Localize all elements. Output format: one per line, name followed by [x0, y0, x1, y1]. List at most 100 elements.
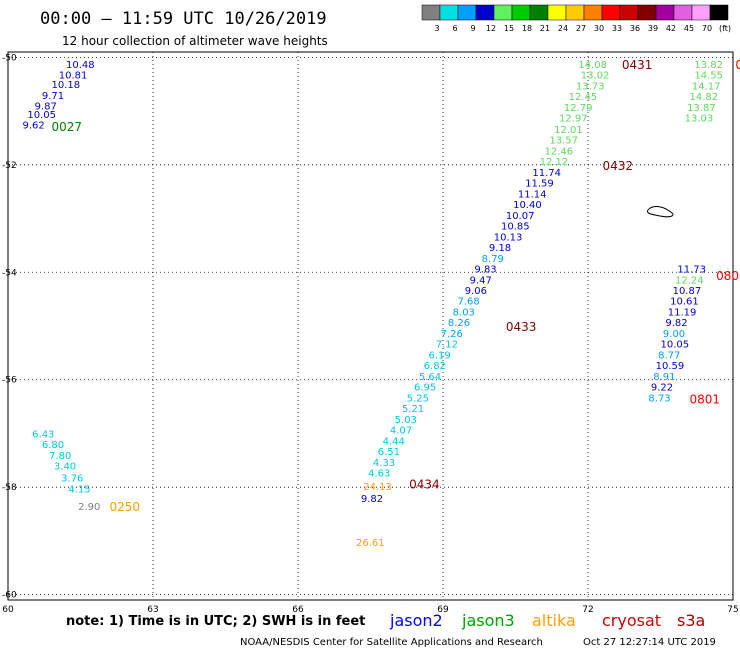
x-tick-label: 75 [727, 605, 738, 615]
x-tick-label: 60 [2, 605, 14, 615]
wave-height-label: 10.85 [501, 222, 530, 233]
satellite-legend-cryosat: cryosat [602, 611, 661, 630]
colorbar-label: 15 [504, 24, 514, 33]
colorbar-label: 6 [452, 24, 457, 33]
wave-height-label: 10.61 [670, 297, 699, 308]
wave-height-label: 9.87 [35, 102, 57, 113]
wave-height-label: 9.82 [361, 494, 383, 505]
wave-height-label: 8.77 [658, 350, 680, 361]
colorbar-label: 39 [648, 24, 658, 33]
island-outline [647, 206, 674, 218]
colorbar-swatch [709, 4, 729, 21]
wave-height-label: 12.46 [545, 146, 574, 157]
wave-height-label: 10.05 [27, 110, 56, 121]
footer-timestamp: Oct 27 12:27:14 UTC 2019 [583, 637, 716, 648]
wave-height-label: 9.71 [42, 91, 64, 102]
pass-time-label: 0027 [52, 120, 83, 134]
pass-time-label: 0432 [603, 159, 634, 173]
wave-height-label: 6.19 [429, 350, 451, 361]
wave-height-label: 14.55 [694, 71, 723, 82]
colorbar-swatch [637, 4, 657, 21]
wave-height-label: 10.81 [59, 71, 88, 82]
colorbar-label: 18 [522, 24, 532, 33]
wave-height-label: 11.74 [532, 168, 561, 179]
x-tick-label: 66 [292, 605, 304, 615]
colorbar-legend: 3 6 9 12 15 18 21 24 27 30 33 36 39 42 45 70 (ft) [421, 4, 731, 33]
y-tick-label: -54 [2, 268, 17, 278]
colorbar-swatch [619, 4, 639, 21]
footer-note: note: 1) Time is in UTC; 2) SWH is in fe… [66, 614, 365, 629]
wave-height-label: 10.13 [494, 232, 523, 243]
wave-height-label: 4.44 [383, 436, 405, 447]
colorbar-label: 36 [630, 24, 640, 33]
footer-credit: NOAA/NESDIS Center for Satellite Applica… [240, 637, 543, 648]
chart-title: 00:00 – 11:59 UTC 10/26/2019 [40, 9, 327, 29]
colorbar-label: 70 [702, 24, 712, 33]
wave-height-label: 10.07 [506, 211, 535, 222]
wave-height-label: 11.59 [525, 179, 554, 190]
wave-height-label: 11.19 [668, 307, 697, 318]
colorbar-swatch [529, 4, 549, 21]
wave-height-label: 12.12 [540, 157, 569, 168]
pass-time-label: 0250 [110, 500, 141, 514]
wave-height-label: 5.21 [402, 404, 424, 415]
axis-ticks: 60 63 66 69 72 75 -50 -52 -54 -56 -58 -60 [2, 53, 739, 615]
colorbar-swatch [565, 4, 585, 21]
wave-height-label: 5.64 [419, 372, 441, 383]
wave-height-label: 5.03 [395, 415, 417, 426]
wave-height-label: 9.00 [663, 329, 685, 340]
wave-height-label: 13.82 [694, 60, 723, 71]
y-tick-label: -50 [2, 53, 17, 63]
wave-height-label: 4.07 [390, 426, 412, 437]
wave-height-label: 8.03 [453, 307, 475, 318]
colorbar-swatch [439, 4, 459, 21]
wave-height-label: 4.33 [373, 458, 395, 469]
colorbar-label: 27 [576, 24, 586, 33]
x-tick-label: 72 [582, 605, 593, 615]
wave-height-label: 6.82 [424, 361, 446, 372]
wave-height-label: 9.62 [23, 121, 45, 132]
wave-height-label: 9.18 [489, 243, 511, 254]
wave-height-label: 10.18 [52, 80, 81, 91]
wave-height-label: 12.97 [559, 114, 588, 125]
wave-height-label: 14.82 [690, 92, 719, 103]
colorbar-label: (ft) [719, 24, 731, 33]
x-tick-label: 63 [147, 605, 158, 615]
wave-height-label: 9.83 [474, 265, 496, 276]
y-tick-label: -56 [2, 376, 17, 386]
wave-height-label: 13.87 [687, 103, 716, 114]
wave-height-label: 10.59 [656, 361, 685, 372]
y-tick-label: -52 [2, 161, 17, 171]
wave-height-label: 24.13 [363, 482, 392, 493]
wave-height-label: 7.26 [441, 329, 463, 340]
wave-height-label: 4.63 [368, 469, 390, 480]
colorbar-swatch [457, 4, 477, 21]
pass-time-label: 0 [735, 58, 740, 72]
wave-height-label: 5.25 [407, 393, 429, 404]
wave-height-label: 11.14 [518, 189, 547, 200]
plot-frame [7, 51, 734, 601]
colorbar-label: 12 [486, 24, 496, 33]
wave-height-label: 4.15 [68, 484, 90, 495]
colorbar-label: 21 [540, 24, 550, 33]
wave-height-label: 12.79 [564, 103, 593, 114]
wave-height-label: 9.22 [651, 383, 673, 394]
wave-height-label: 2.90 [78, 502, 100, 513]
wave-height-label: 10.40 [513, 200, 542, 211]
colorbar-swatch [583, 4, 603, 21]
pass-time-label: 0434 [409, 477, 440, 491]
wave-height-label: 6.80 [42, 440, 64, 451]
colorbar-label: 3 [434, 24, 439, 33]
colorbar-swatch [673, 4, 693, 21]
wave-height-label: 8.26 [448, 318, 470, 329]
wave-height-label: 10.48 [66, 60, 95, 71]
wave-height-label: 7.12 [436, 340, 458, 351]
wave-height-label: 7.68 [458, 297, 480, 308]
pass-time-label: 0433 [506, 320, 537, 334]
colorbar-label: 9 [470, 24, 475, 33]
colorbar-label: 33 [612, 24, 622, 33]
colorbar-swatch [511, 4, 531, 21]
colorbar-label: 45 [684, 24, 694, 33]
